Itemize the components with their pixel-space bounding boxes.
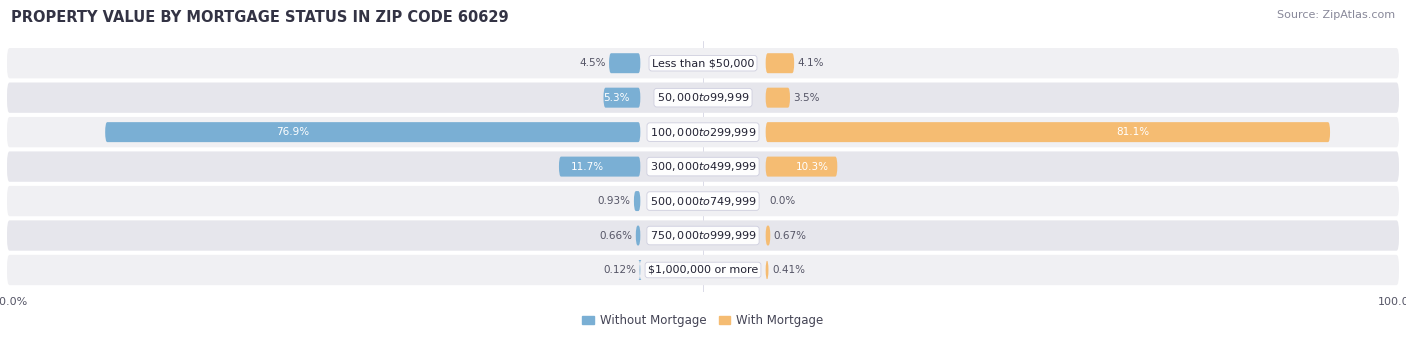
FancyBboxPatch shape [638, 260, 641, 280]
Text: 0.93%: 0.93% [598, 196, 630, 206]
Text: 0.67%: 0.67% [773, 231, 807, 240]
Text: $300,000 to $499,999: $300,000 to $499,999 [650, 160, 756, 173]
Text: 11.7%: 11.7% [571, 162, 605, 172]
FancyBboxPatch shape [609, 53, 640, 73]
Text: $750,000 to $999,999: $750,000 to $999,999 [650, 229, 756, 242]
FancyBboxPatch shape [7, 48, 1399, 78]
Text: 4.1%: 4.1% [797, 58, 824, 68]
Text: 3.5%: 3.5% [793, 93, 820, 103]
Text: 0.12%: 0.12% [603, 265, 636, 275]
Text: 4.5%: 4.5% [579, 58, 606, 68]
FancyBboxPatch shape [105, 122, 640, 142]
Text: PROPERTY VALUE BY MORTGAGE STATUS IN ZIP CODE 60629: PROPERTY VALUE BY MORTGAGE STATUS IN ZIP… [11, 10, 509, 25]
Text: 0.66%: 0.66% [599, 231, 633, 240]
FancyBboxPatch shape [766, 88, 790, 108]
FancyBboxPatch shape [766, 53, 794, 73]
FancyBboxPatch shape [636, 225, 640, 245]
Text: 10.3%: 10.3% [796, 162, 828, 172]
FancyBboxPatch shape [766, 260, 769, 280]
FancyBboxPatch shape [766, 122, 1330, 142]
FancyBboxPatch shape [560, 157, 640, 176]
Text: Source: ZipAtlas.com: Source: ZipAtlas.com [1277, 10, 1395, 20]
FancyBboxPatch shape [603, 88, 640, 108]
FancyBboxPatch shape [7, 117, 1399, 147]
Text: 76.9%: 76.9% [276, 127, 309, 137]
Text: $100,000 to $299,999: $100,000 to $299,999 [650, 126, 756, 139]
Legend: Without Mortgage, With Mortgage: Without Mortgage, With Mortgage [578, 309, 828, 332]
Text: 0.41%: 0.41% [772, 265, 806, 275]
FancyBboxPatch shape [7, 151, 1399, 182]
Text: 81.1%: 81.1% [1116, 127, 1149, 137]
Text: $1,000,000 or more: $1,000,000 or more [648, 265, 758, 275]
FancyBboxPatch shape [7, 220, 1399, 251]
Text: $50,000 to $99,999: $50,000 to $99,999 [657, 91, 749, 104]
FancyBboxPatch shape [7, 255, 1399, 285]
Text: $500,000 to $749,999: $500,000 to $749,999 [650, 194, 756, 207]
FancyBboxPatch shape [634, 191, 640, 211]
FancyBboxPatch shape [766, 225, 770, 245]
FancyBboxPatch shape [766, 157, 838, 176]
FancyBboxPatch shape [7, 186, 1399, 216]
Text: Less than $50,000: Less than $50,000 [652, 58, 754, 68]
Text: 0.0%: 0.0% [769, 196, 796, 206]
FancyBboxPatch shape [7, 83, 1399, 113]
Text: 5.3%: 5.3% [603, 93, 630, 103]
